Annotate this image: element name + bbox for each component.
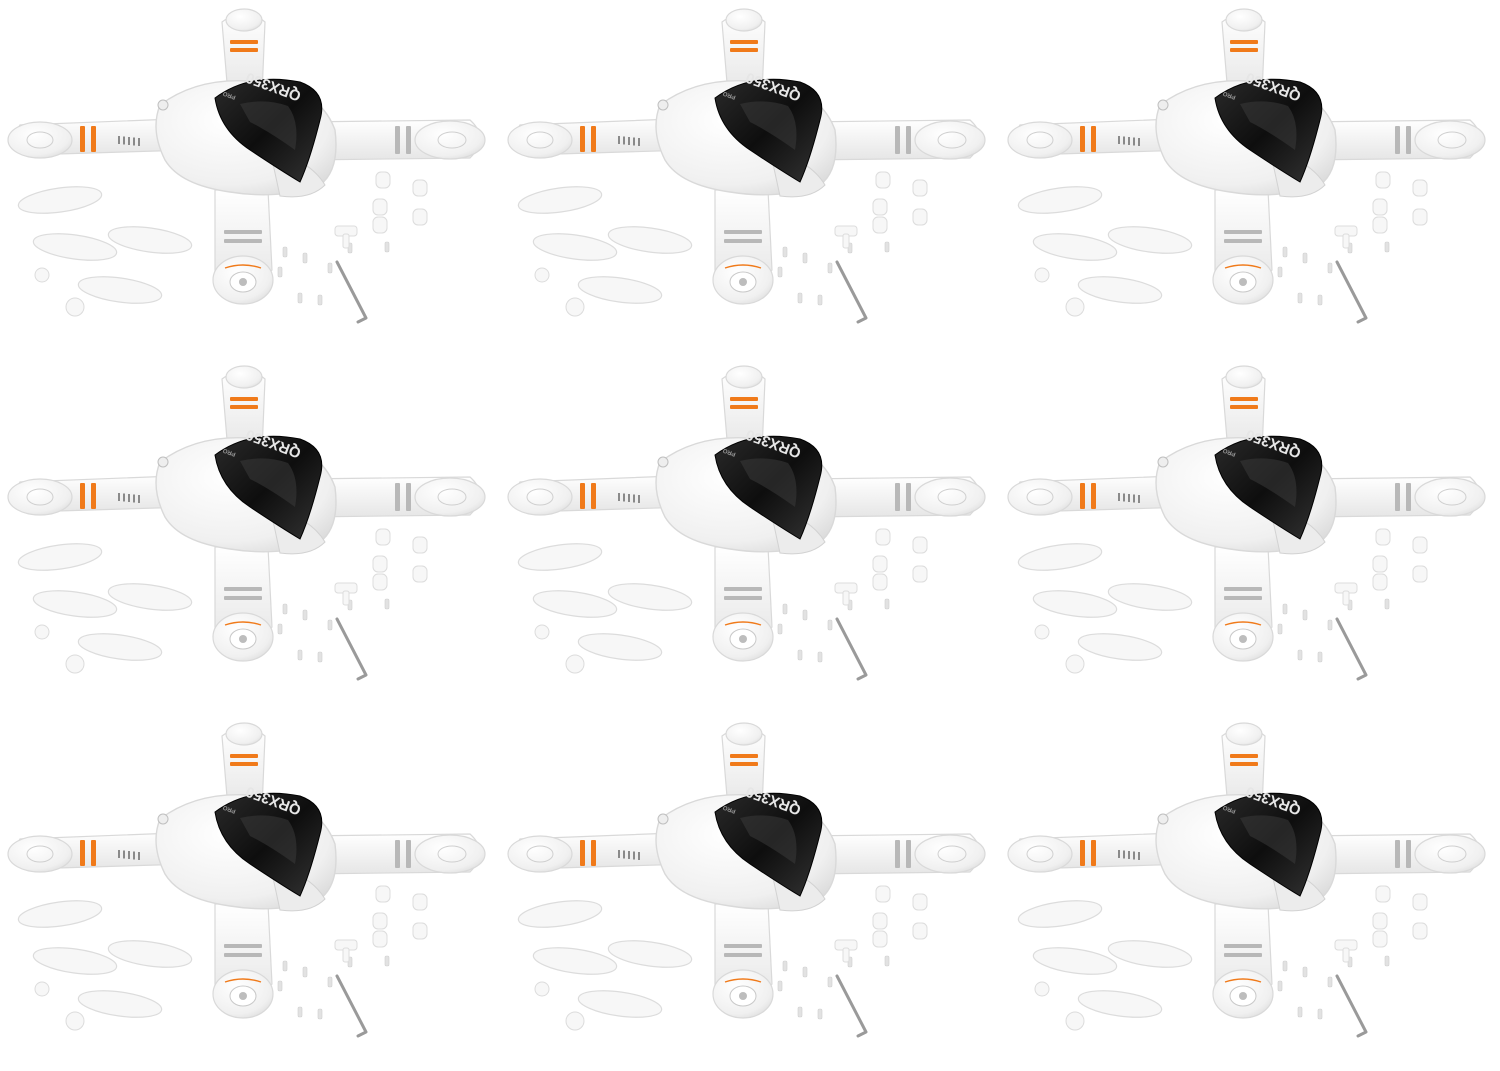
model-badge-text: PRO [722, 90, 737, 100]
product-tile: QRX350 PRO [1000, 714, 1500, 1071]
product-tile: QRX350 PRO [0, 357, 500, 714]
model-badge-text: PRO [222, 447, 237, 457]
spare-parts [17, 171, 428, 324]
product-tile: QRX350 PRO [1000, 357, 1500, 714]
model-badge-text: PRO [722, 447, 737, 457]
spare-parts [1017, 885, 1428, 1038]
product-tile: QRX350 PRO [500, 714, 1000, 1071]
spare-parts [517, 528, 928, 681]
model-badge-text: PRO [222, 804, 237, 814]
model-badge-text: PRO [222, 90, 237, 100]
product-tile: QRX350 PRO [500, 0, 1000, 357]
product-tile: QRX350 PRO [1000, 0, 1500, 357]
model-badge-text: PRO [1222, 447, 1237, 457]
product-tile: QRX350 PRO [500, 357, 1000, 714]
spare-parts [1017, 171, 1428, 324]
spare-parts [517, 171, 928, 324]
model-badge-text: PRO [1222, 804, 1237, 814]
model-badge-text: PRO [1222, 90, 1237, 100]
model-badge-text: PRO [722, 804, 737, 814]
spare-parts [1017, 528, 1428, 681]
product-tile: QRX350 PRO [0, 714, 500, 1071]
spare-parts [517, 885, 928, 1038]
spare-parts [17, 528, 428, 681]
product-tile: QRX350 PRO [0, 0, 500, 357]
spare-parts [17, 885, 428, 1038]
